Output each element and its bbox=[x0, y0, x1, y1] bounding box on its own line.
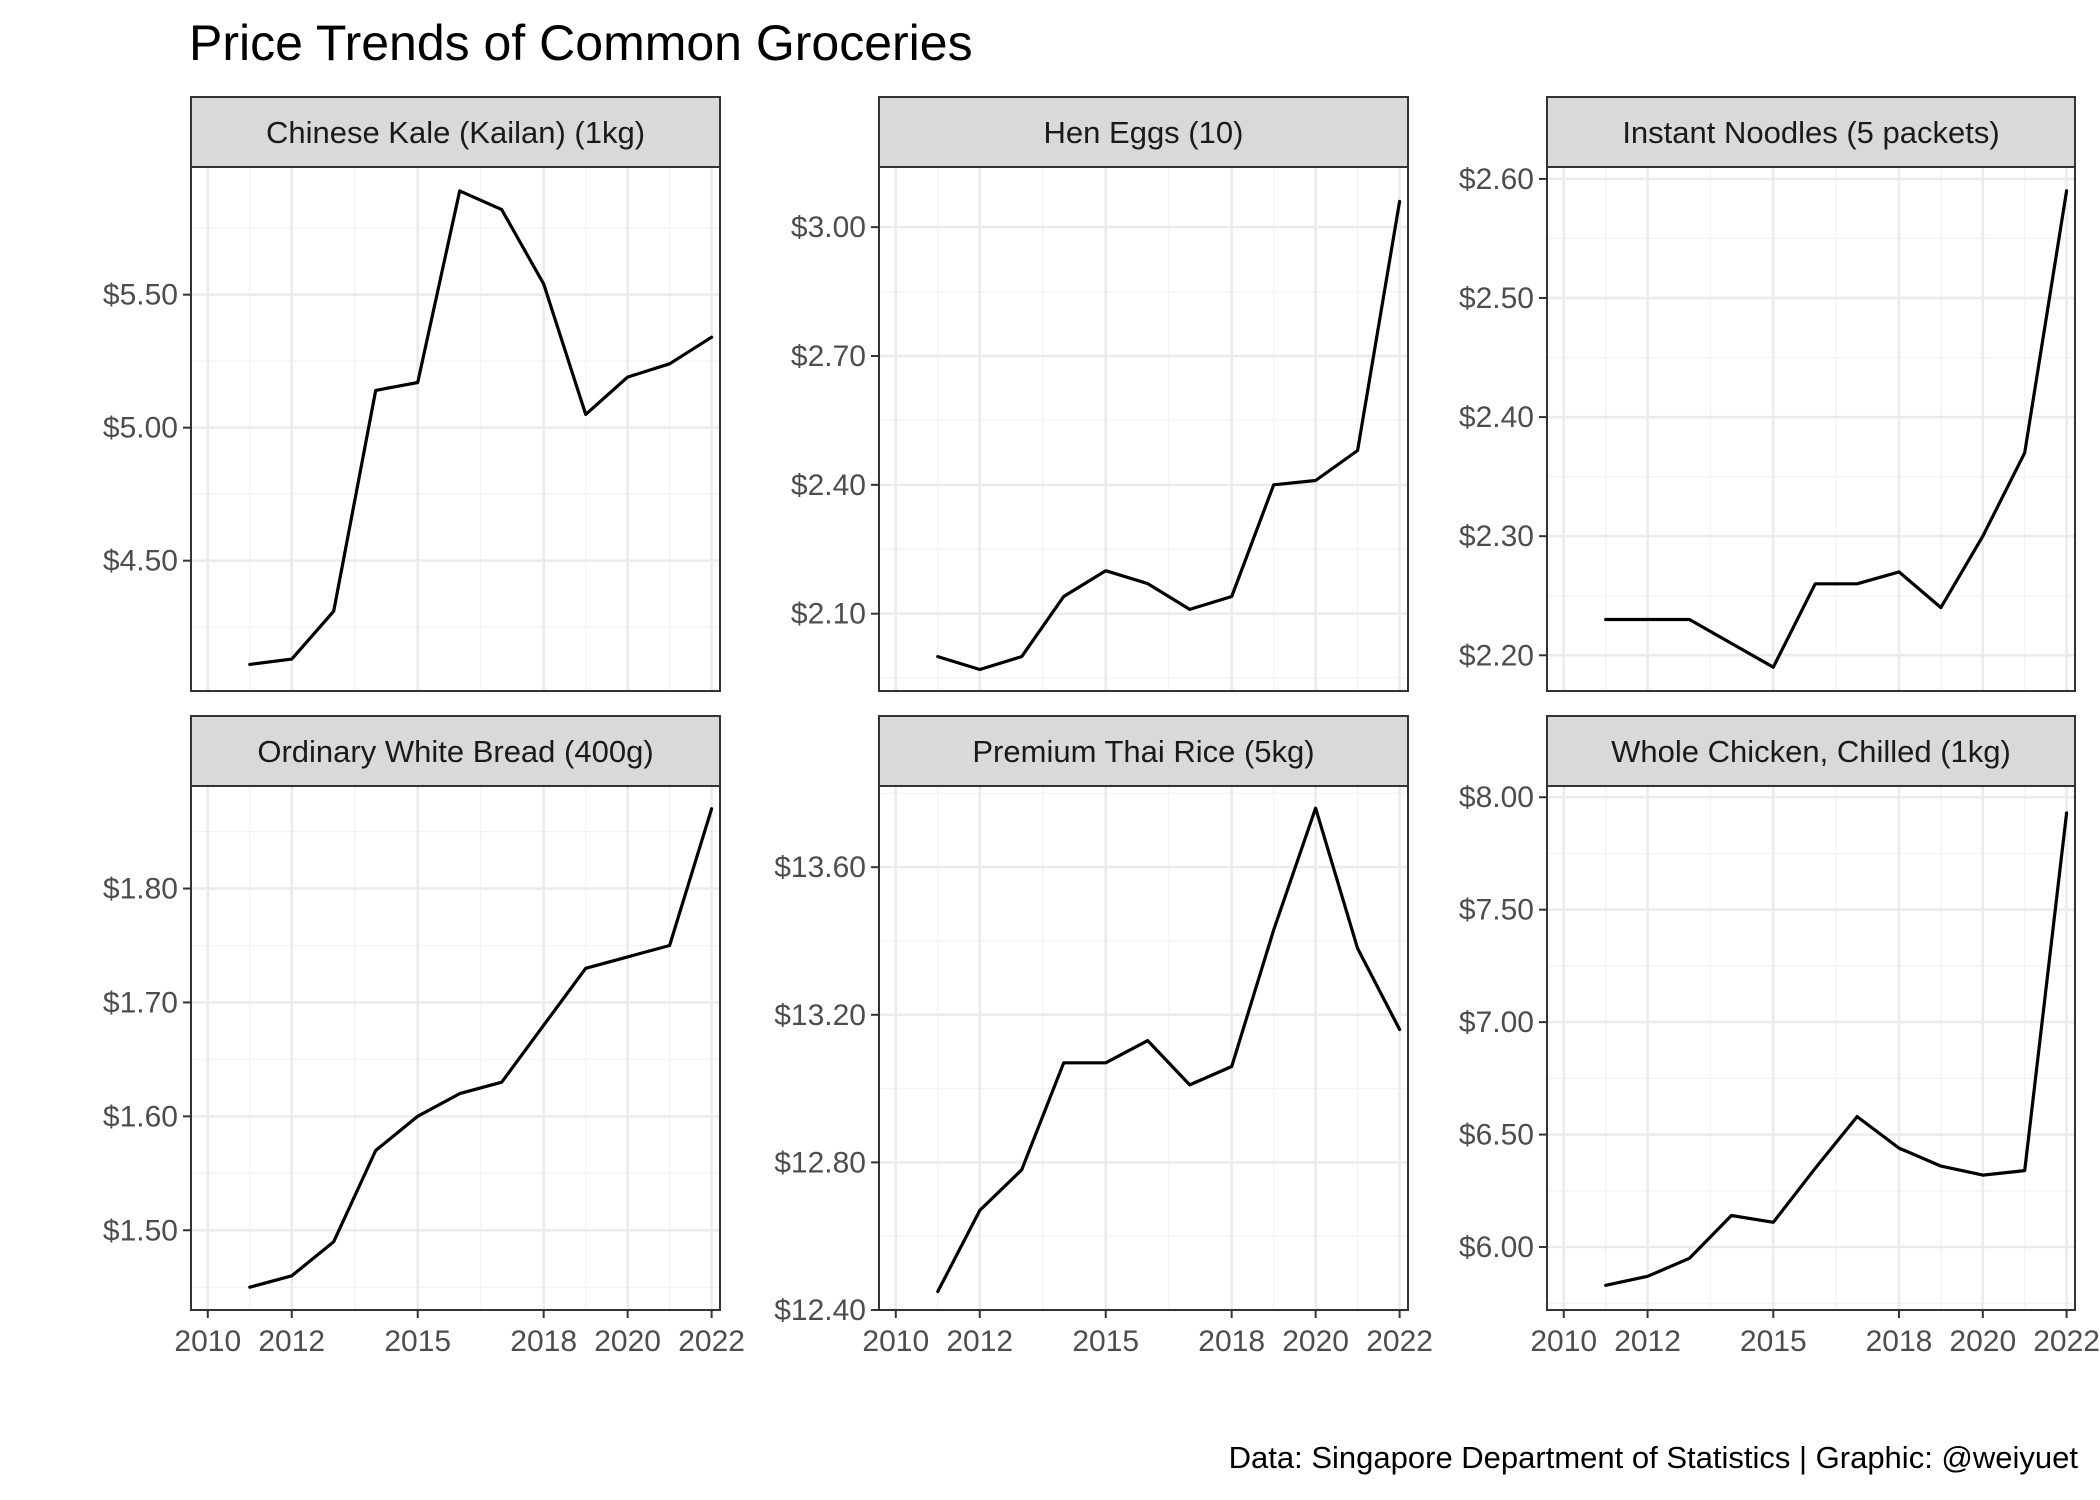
price-series-line bbox=[936, 806, 1402, 1294]
chart-caption: Data: Singapore Department of Statistics… bbox=[1229, 1440, 2079, 1475]
facet-strip-label: Ordinary White Bread (400g) bbox=[257, 734, 653, 769]
x-tick-label: 2015 bbox=[1072, 1325, 1139, 1358]
y-tick-label: $12.80 bbox=[774, 1146, 866, 1179]
y-tick-label: $2.70 bbox=[791, 340, 866, 373]
y-tick-label: $5.00 bbox=[103, 412, 178, 445]
y-tick-label: $13.60 bbox=[774, 851, 866, 884]
x-tick-label: 2018 bbox=[1198, 1325, 1265, 1358]
x-tick-label: 2020 bbox=[1949, 1325, 2016, 1358]
y-tick-label: $2.10 bbox=[791, 598, 866, 631]
y-tick-label: $5.50 bbox=[103, 279, 178, 312]
x-tick-label: 2015 bbox=[1740, 1325, 1807, 1358]
x-tick-label: 2012 bbox=[258, 1325, 325, 1358]
facet-strip-label: Chinese Kale (Kailan) (1kg) bbox=[266, 115, 645, 150]
x-tick-label: 2022 bbox=[2033, 1325, 2100, 1358]
y-tick-label: $6.50 bbox=[1459, 1119, 1534, 1152]
facet-panel: Hen Eggs (10) $2.10 $2.40 $2.70 $3.00 bbox=[791, 96, 1409, 692]
x-tick-label: 2015 bbox=[384, 1325, 451, 1358]
y-tick-label: $2.50 bbox=[1459, 282, 1534, 315]
x-tick-label: 2010 bbox=[862, 1325, 929, 1358]
y-tick-label: $7.50 bbox=[1459, 894, 1534, 927]
facet-strip bbox=[1546, 96, 2076, 168]
x-tick-label: 2018 bbox=[1866, 1325, 1933, 1358]
facet-strip bbox=[1546, 715, 2076, 787]
panel-background bbox=[1547, 167, 2075, 691]
panel-background bbox=[1547, 786, 2075, 1310]
price-series-line bbox=[248, 807, 714, 1289]
x-tick-label: 2020 bbox=[1282, 1325, 1349, 1358]
facet-strip bbox=[878, 96, 1409, 168]
x-tick-label: 2012 bbox=[1614, 1325, 1681, 1358]
y-tick-label: $2.40 bbox=[791, 469, 866, 502]
facet-panel: Ordinary White Bread (400g) $1.50 $1.60 $1.… bbox=[103, 715, 745, 1358]
facet-panel: Chinese Kale (Kailan) (1kg) $4.50 $5.00 $5.… bbox=[103, 96, 721, 692]
y-tick-label: $7.00 bbox=[1459, 1006, 1534, 1039]
facet-panel: Whole Chicken, Chilled (1kg) $6.00 $6.50 $7… bbox=[1459, 715, 2100, 1358]
facet-strip-label: Hen Eggs (10) bbox=[1044, 115, 1244, 150]
x-tick-label: 2012 bbox=[946, 1325, 1013, 1358]
y-tick-label: $12.40 bbox=[774, 1294, 866, 1327]
price-series-line bbox=[1604, 811, 2069, 1287]
chart-title: Price Trends of Common Groceries bbox=[189, 15, 973, 71]
price-series-line bbox=[936, 199, 1402, 672]
x-tick-label: 2018 bbox=[510, 1325, 577, 1358]
y-tick-label: $1.80 bbox=[103, 873, 178, 906]
panel-background bbox=[879, 786, 1408, 1310]
facet-strip bbox=[878, 715, 1409, 787]
facet-panel: Instant Noodles (5 packets) $2.20 $2.30 $2.… bbox=[1459, 96, 2076, 692]
facet-strip-label: Instant Noodles (5 packets) bbox=[1622, 115, 1999, 150]
price-series-line bbox=[1604, 189, 2069, 669]
facet-panel: Premium Thai Rice (5kg) $12.40 $12.80 $13.2… bbox=[774, 715, 1433, 1358]
y-tick-label: $3.00 bbox=[791, 211, 866, 244]
x-tick-label: 2020 bbox=[594, 1325, 661, 1358]
facet-strip-label: Premium Thai Rice (5kg) bbox=[972, 734, 1314, 769]
y-tick-label: $2.20 bbox=[1459, 639, 1534, 672]
facet-panels: Chinese Kale (Kailan) (1kg) $4.50 $5.00 $5.… bbox=[103, 96, 2100, 1358]
panel-background bbox=[879, 167, 1408, 691]
facet-strip bbox=[190, 715, 721, 787]
y-tick-label: $1.70 bbox=[103, 986, 178, 1019]
x-tick-label: 2010 bbox=[174, 1325, 241, 1358]
y-tick-label: $1.60 bbox=[103, 1100, 178, 1133]
y-tick-label: $4.50 bbox=[103, 545, 178, 578]
facet-strip bbox=[190, 96, 721, 168]
y-tick-label: $8.00 bbox=[1459, 781, 1534, 814]
x-tick-label: 2010 bbox=[1530, 1325, 1597, 1358]
panel-background bbox=[191, 786, 720, 1310]
y-tick-label: $2.30 bbox=[1459, 520, 1534, 553]
price-series-line bbox=[248, 189, 714, 667]
x-tick-label: 2022 bbox=[678, 1325, 745, 1358]
y-tick-label: $1.50 bbox=[103, 1214, 178, 1247]
x-tick-label: 2022 bbox=[1366, 1325, 1433, 1358]
y-tick-label: $2.60 bbox=[1459, 163, 1534, 196]
y-tick-label: $13.20 bbox=[774, 999, 866, 1032]
y-tick-label: $6.00 bbox=[1459, 1231, 1534, 1264]
facet-strip-label: Whole Chicken, Chilled (1kg) bbox=[1611, 734, 2011, 769]
panel-background bbox=[191, 167, 720, 691]
y-tick-label: $2.40 bbox=[1459, 401, 1534, 434]
